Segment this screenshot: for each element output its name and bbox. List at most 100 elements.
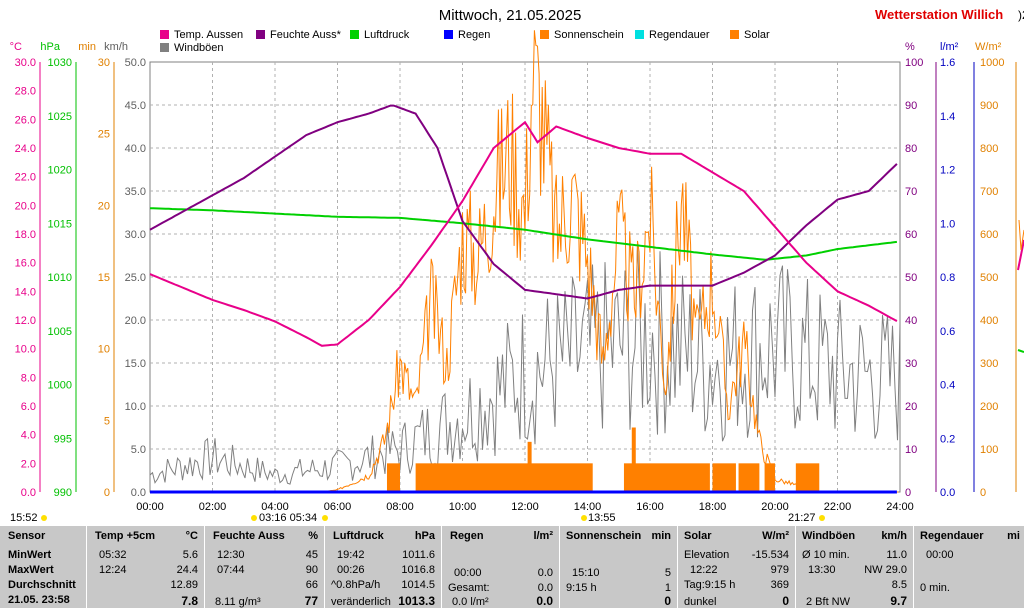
kmh-axis-tick-2: 40.0 <box>125 143 146 155</box>
raindur-column: Regendauer mi 00:00 0 min. <box>914 526 1024 608</box>
press-axis-tick-7: 995 <box>54 433 72 445</box>
kmh-axis-tick-0: 50.0 <box>125 57 146 69</box>
kmh-axis-tick-8: 10.0 <box>125 401 146 413</box>
raindur-max-time: 00:00 <box>926 549 954 561</box>
hum-axis-tick-4: 60 <box>905 229 917 241</box>
legend-label-3: Regen <box>458 29 490 41</box>
series-temp-aussen <box>149 120 898 347</box>
solar-axis-tick-10: 0 <box>980 487 986 499</box>
solar-unit: W/m² <box>762 530 789 542</box>
temp-min: 5.6 <box>182 549 198 561</box>
humidity-absolute: 8.11 g/m³ <box>215 596 261 608</box>
humidity-max-time: 07:44 <box>217 564 245 576</box>
hum-axis-tick-0: 100 <box>905 57 923 69</box>
row-label-max: MaxWert <box>8 564 54 576</box>
pressure-max-time: 00:26 <box>337 564 365 576</box>
rain-max: 0.0 <box>537 567 553 579</box>
sunshine-max-time: 15:10 <box>572 567 600 579</box>
temp-axis-tick-13: 4.0 <box>21 430 36 442</box>
wind-unit: km/h <box>881 530 907 542</box>
legend-swatch-4 <box>540 30 549 39</box>
press-axis-tick-1: 1025 <box>48 111 72 123</box>
humidity-header: Feuchte Auss <box>213 530 285 542</box>
sunshine-unit: min <box>651 530 671 542</box>
edge-temp-fragment <box>1017 239 1024 271</box>
legend-label-4: Sonnenschein <box>554 29 624 41</box>
marker-sunset-icon <box>819 515 825 521</box>
solar-elevation-label: Elevation <box>684 549 730 561</box>
hum-axis-tick-3: 70 <box>905 186 917 198</box>
marker-noon-time: 13:55 <box>588 512 616 524</box>
x-tick-8: 16:00 <box>636 501 664 513</box>
legend-swatch-3 <box>444 30 453 39</box>
kmh-axis-tick-6: 20.0 <box>125 315 146 327</box>
press-axis-tick-3: 1015 <box>48 218 72 230</box>
series-windboeen <box>149 244 901 485</box>
min-axis-tick-1: 25 <box>98 129 110 141</box>
station-suffix: )2 <box>1018 8 1024 22</box>
sunshine-bar-3 <box>712 463 736 492</box>
rain-axis-tick-7: 0.2 <box>940 433 955 445</box>
pressure-forecast: veränderlich <box>331 596 391 608</box>
temp-axis-tick-12: 6.0 <box>21 401 36 413</box>
legend-label-1: Feuchte Auss* <box>270 29 342 41</box>
sunshine-peak-0 <box>527 441 532 492</box>
x-tick-2: 04:00 <box>261 501 289 513</box>
solar-max: 979 <box>770 564 789 576</box>
temp-axis-tick-8: 14.0 <box>15 286 36 298</box>
x-tick-12: 24:00 <box>886 501 914 513</box>
solar-axis-tick-9: 100 <box>980 444 998 456</box>
wind-header: Windböen <box>802 530 856 542</box>
min-axis-tick-5: 5 <box>104 415 110 427</box>
humidity-avg: 66 <box>305 579 318 591</box>
temp-min-time: 05:32 <box>99 549 127 561</box>
hum-axis-tick-7: 30 <box>905 358 917 370</box>
legend-swatch-2 <box>350 30 359 39</box>
summary-table: Sensor MinWert MaxWert Durchschnitt 21.0… <box>0 526 1024 608</box>
temp-max: 24.4 <box>176 564 198 576</box>
solar-elevation: -15.534 <box>751 549 789 561</box>
rain-axis-tick-8: 0.0 <box>940 487 955 499</box>
rain-axis-unit: l/m² <box>940 41 959 53</box>
pressure-min-time: 19:42 <box>337 549 365 561</box>
solar-day-label: Tag:9:15 h <box>684 579 736 591</box>
pressure-min: 1011.6 <box>402 549 435 561</box>
min-axis-tick-4: 10 <box>98 344 110 356</box>
hum-axis-unit: % <box>905 41 915 53</box>
hum-axis-tick-1: 90 <box>905 100 917 112</box>
hum-axis-tick-6: 40 <box>905 315 917 327</box>
row-label-current: 21.05. 23:58 <box>8 594 70 606</box>
raindur-total: 0 min. <box>920 582 950 594</box>
solar-axis-tick-7: 300 <box>980 358 998 370</box>
chart-title: Mittwoch, 21.05.2025 <box>439 7 582 24</box>
legend-label-6: Solar <box>744 29 770 41</box>
solar-axis-tick-6: 400 <box>980 315 998 327</box>
rain-axis-tick-5: 0.6 <box>940 326 955 338</box>
rain-axis-tick-3: 1.0 <box>940 218 955 230</box>
legend-swatch-1 <box>256 30 265 39</box>
rain-unit: l/m² <box>533 530 553 542</box>
rain-max-time: 00:00 <box>454 567 482 579</box>
sunshine-header: Sonnenschein <box>566 530 642 542</box>
legend-swatch-0 <box>160 30 169 39</box>
marker-current-time: 15:52 <box>10 512 38 524</box>
press-axis-tick-2: 1020 <box>48 165 72 177</box>
row-label-avg: Durchschnitt <box>8 579 76 591</box>
sunshine-avg: 1 <box>664 582 671 594</box>
x-tick-0: 00:00 <box>136 501 164 513</box>
rain-axis-tick-4: 0.8 <box>940 272 955 284</box>
series-luftdruck <box>149 207 898 261</box>
hum-axis-tick-2: 80 <box>905 143 917 155</box>
kmh-axis-tick-5: 25.0 <box>125 272 146 284</box>
temp-current: 7.8 <box>181 594 198 608</box>
press-axis-tick-8: 990 <box>54 487 72 499</box>
temp-axis-tick-2: 26.0 <box>15 114 36 126</box>
rain-current-label: 0.0 l/m² <box>452 596 489 608</box>
rain-axis-tick-6: 0.4 <box>940 380 955 392</box>
series-feuchte-auss- <box>149 104 898 300</box>
legend-label-5: Regendauer <box>649 29 710 41</box>
min-axis-tick-3: 15 <box>98 272 110 284</box>
min-axis-tick-0: 30 <box>98 57 110 69</box>
wind-avg: 8.5 <box>891 579 907 591</box>
sunshine-bar-4 <box>738 463 760 492</box>
